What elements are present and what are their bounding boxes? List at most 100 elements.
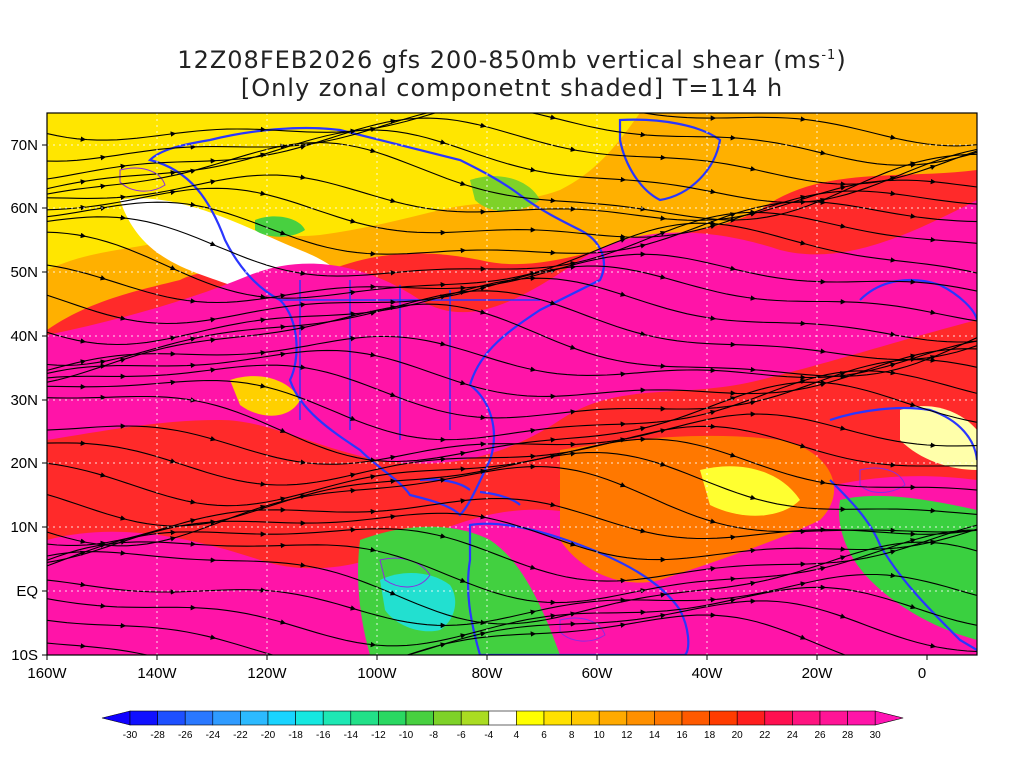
colorbar-swatch bbox=[405, 710, 434, 726]
streamline-arrow bbox=[749, 494, 757, 500]
graticule bbox=[47, 113, 977, 655]
streamline-arrow bbox=[349, 218, 357, 224]
streamline-arrow bbox=[569, 260, 577, 267]
streamline-arrow bbox=[479, 309, 487, 315]
streamline-arrow bbox=[169, 189, 177, 196]
streamline bbox=[47, 370, 977, 441]
streamline-arrow bbox=[889, 257, 897, 263]
colorbar-label: 8 bbox=[569, 730, 575, 741]
streamline-arrow bbox=[299, 562, 307, 568]
streamline-arrow bbox=[279, 230, 287, 236]
colorbar-swatch bbox=[598, 710, 628, 726]
streamline-arrow bbox=[549, 300, 557, 306]
streamline-arrow bbox=[209, 337, 217, 343]
streamline bbox=[47, 413, 977, 465]
colorbar-label: 22 bbox=[759, 730, 771, 741]
streamline-arrow bbox=[459, 379, 467, 386]
colorbar-swatch bbox=[792, 710, 821, 726]
streamline-arrow bbox=[479, 631, 487, 637]
streamline-arrow bbox=[889, 369, 897, 376]
title-prefix: 12Z08FEB2026 gfs 200-850mb vertical shea… bbox=[177, 46, 822, 74]
colorbar-swatch bbox=[681, 710, 710, 726]
colorbar-swatch bbox=[433, 710, 462, 726]
lat-label: 70N bbox=[10, 137, 38, 154]
streamline-arrow bbox=[799, 378, 807, 385]
colorbar-swatch bbox=[764, 710, 793, 726]
streamline-arrow bbox=[99, 472, 107, 478]
streamline-arrow bbox=[389, 590, 397, 596]
streamline-arrow bbox=[439, 294, 447, 300]
streamline-arrow bbox=[799, 634, 807, 640]
streamline-arrow bbox=[349, 128, 357, 135]
lon-label: 40W bbox=[692, 665, 724, 682]
streamline-arrow bbox=[169, 536, 177, 542]
colorbar-swatch bbox=[654, 710, 683, 726]
streamline-arrow bbox=[729, 452, 737, 458]
streamline-arrow bbox=[549, 501, 557, 508]
streamline-arrow bbox=[819, 479, 827, 485]
streamline-arrow bbox=[79, 550, 87, 556]
streamline-arrow bbox=[839, 371, 847, 377]
colorbar-label: -6 bbox=[457, 730, 466, 741]
streamline-arrow bbox=[929, 164, 937, 171]
streamline bbox=[47, 573, 977, 626]
streamline-arrow bbox=[619, 291, 627, 297]
streamline-arrow bbox=[659, 461, 667, 467]
colorbar-swatch bbox=[847, 710, 876, 726]
lat-label: 20N bbox=[10, 455, 38, 472]
streamline-arrow bbox=[569, 541, 577, 547]
streamline-arrow bbox=[79, 179, 87, 185]
streamline bbox=[47, 187, 977, 238]
lon-label: 140W bbox=[137, 665, 177, 682]
colorbar-label: -4 bbox=[484, 730, 493, 741]
streamline-arrow bbox=[349, 415, 357, 421]
streamline-arrow bbox=[279, 496, 287, 502]
colorbar-label: 26 bbox=[814, 730, 826, 741]
streamline-arrow bbox=[909, 353, 917, 359]
streamline-arrow bbox=[619, 622, 627, 628]
streamline-arrow bbox=[459, 498, 467, 504]
colorbar-swatch bbox=[129, 710, 158, 726]
streamline-arrow bbox=[929, 643, 937, 649]
streamline-arrow bbox=[299, 174, 307, 180]
streamline-arrow bbox=[639, 243, 647, 249]
streamline-arrow bbox=[459, 289, 467, 295]
colorbar-label: -14 bbox=[344, 730, 359, 741]
colorbar-label: 4 bbox=[514, 730, 520, 741]
streamline-arrow bbox=[79, 232, 87, 239]
colorbar-under-arrow bbox=[101, 710, 131, 726]
colorbar-label: 12 bbox=[621, 730, 633, 741]
streamline-arrow bbox=[709, 518, 717, 524]
streamline-arrow bbox=[389, 454, 397, 461]
streamline-arrow bbox=[819, 348, 827, 354]
streamline-arrow bbox=[569, 146, 577, 152]
latitude-ticks bbox=[42, 144, 47, 656]
streamline-arrow bbox=[299, 493, 307, 500]
wind-streamlines bbox=[47, 113, 977, 655]
colorbar-label: 20 bbox=[732, 730, 744, 741]
streamline-arrow bbox=[259, 317, 267, 323]
streamline bbox=[47, 541, 977, 625]
lon-label: 80W bbox=[472, 665, 504, 682]
streamline-arrow bbox=[749, 580, 757, 587]
streamline-arrow bbox=[569, 344, 577, 350]
colorbar-label: 18 bbox=[704, 730, 716, 741]
streamline-arrow bbox=[189, 499, 197, 505]
streamline-arrow bbox=[209, 241, 217, 247]
streamline-arrow bbox=[709, 315, 717, 321]
colorbar-over-arrow bbox=[874, 710, 904, 726]
streamline-arrow bbox=[889, 176, 897, 182]
streamline-arrow bbox=[729, 212, 737, 218]
colorbar-swatch bbox=[819, 710, 848, 726]
colorbar-swatch bbox=[736, 710, 766, 726]
streamline-arrow bbox=[439, 341, 447, 347]
longitude-ticks bbox=[46, 655, 928, 660]
colorbar-swatch bbox=[516, 710, 545, 726]
streamline-arrow bbox=[459, 180, 467, 186]
lat-label: EQ bbox=[16, 583, 38, 600]
streamline-arrow bbox=[169, 265, 177, 271]
streamline-arrow bbox=[839, 555, 847, 561]
colorbar-swatch bbox=[267, 710, 296, 726]
streamline-arrow bbox=[299, 364, 307, 370]
streamline-arrow bbox=[79, 538, 87, 544]
